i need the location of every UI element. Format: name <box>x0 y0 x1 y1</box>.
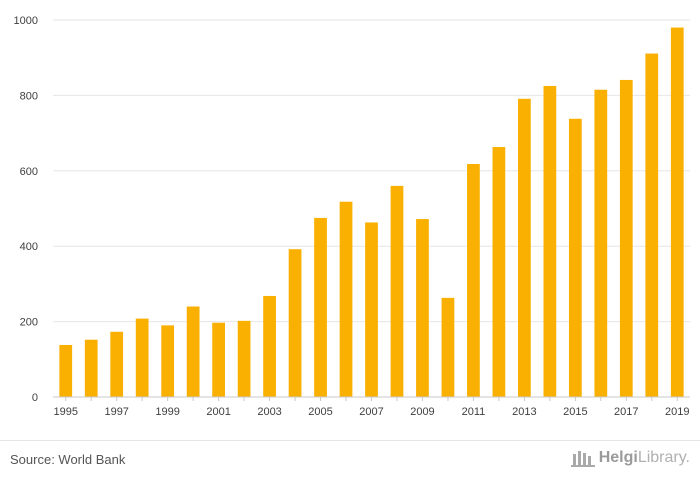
y-tick-label-0: 0 <box>32 392 38 404</box>
library-icon <box>570 451 595 467</box>
y-tick-label-600: 600 <box>20 166 38 178</box>
bar-2019 <box>670 27 684 397</box>
bar-1996 <box>84 339 98 397</box>
x-tick-label-2001: 2001 <box>206 406 230 418</box>
footer-divider <box>0 440 700 441</box>
bar-2004 <box>288 249 302 397</box>
brand-logo: HelgiLibrary. <box>570 448 690 468</box>
bar-2017 <box>619 79 633 398</box>
bar-2002 <box>237 320 251 397</box>
y-tick-label-200: 200 <box>20 317 38 329</box>
bar-2012 <box>492 147 506 397</box>
bar-2001 <box>212 322 225 397</box>
y-tick-label-800: 800 <box>20 90 38 102</box>
bar-2000 <box>186 306 200 397</box>
source-note: Source: World Bank <box>10 452 126 467</box>
bar-2005 <box>314 217 327 397</box>
x-tick-label-2011: 2011 <box>462 406 486 418</box>
bar-2014 <box>543 85 557 397</box>
bar-chart: 0 200 400 600 800 1000 1995 1997 1999 2001 2003 200… <box>14 15 690 418</box>
x-tick-label-2019: 2019 <box>665 406 689 418</box>
bars <box>59 27 684 398</box>
bar-1998 <box>135 318 149 397</box>
x-tick-label-1997: 1997 <box>104 406 128 418</box>
axes <box>53 396 690 401</box>
bar-1999 <box>161 325 175 397</box>
bar-1997 <box>110 331 124 397</box>
bar-2015 <box>568 118 582 398</box>
y-tick-label-400: 400 <box>20 241 38 253</box>
brand-name: Helgi <box>598 449 638 466</box>
x-tick-label-2017: 2017 <box>614 406 638 418</box>
bar-2008 <box>390 185 404 397</box>
x-tick-label-2015: 2015 <box>563 406 587 418</box>
x-tick-label-1999: 1999 <box>155 406 179 418</box>
bar-2010 <box>441 297 455 397</box>
tick-labels: 0 200 400 600 800 1000 1995 1997 1999 2001 2003 200… <box>14 15 690 418</box>
x-tick-label-2005: 2005 <box>308 406 332 418</box>
x-tick-label-1995: 1995 <box>53 406 77 418</box>
chart-footer: Source: World Bank HelgiLibrary. <box>0 440 700 483</box>
bar-2016 <box>594 89 608 398</box>
x-tick-label-2003: 2003 <box>257 406 281 418</box>
x-tick-label-2007: 2007 <box>359 406 383 418</box>
x-tick-label-2013: 2013 <box>512 406 536 418</box>
gridlines <box>53 19 690 323</box>
bar-2003 <box>263 295 276 397</box>
bar-2011 <box>467 164 480 397</box>
bar-2006 <box>339 201 353 397</box>
brand-suffix: Library. <box>637 449 690 466</box>
bar-2007 <box>365 222 378 397</box>
x-tick-label-2009: 2009 <box>410 406 434 418</box>
bar-1995 <box>59 344 73 397</box>
bar-2013 <box>518 98 531 397</box>
bar-2009 <box>416 219 429 397</box>
y-tick-label-1000: 1000 <box>14 15 38 27</box>
bar-2018 <box>645 53 659 397</box>
